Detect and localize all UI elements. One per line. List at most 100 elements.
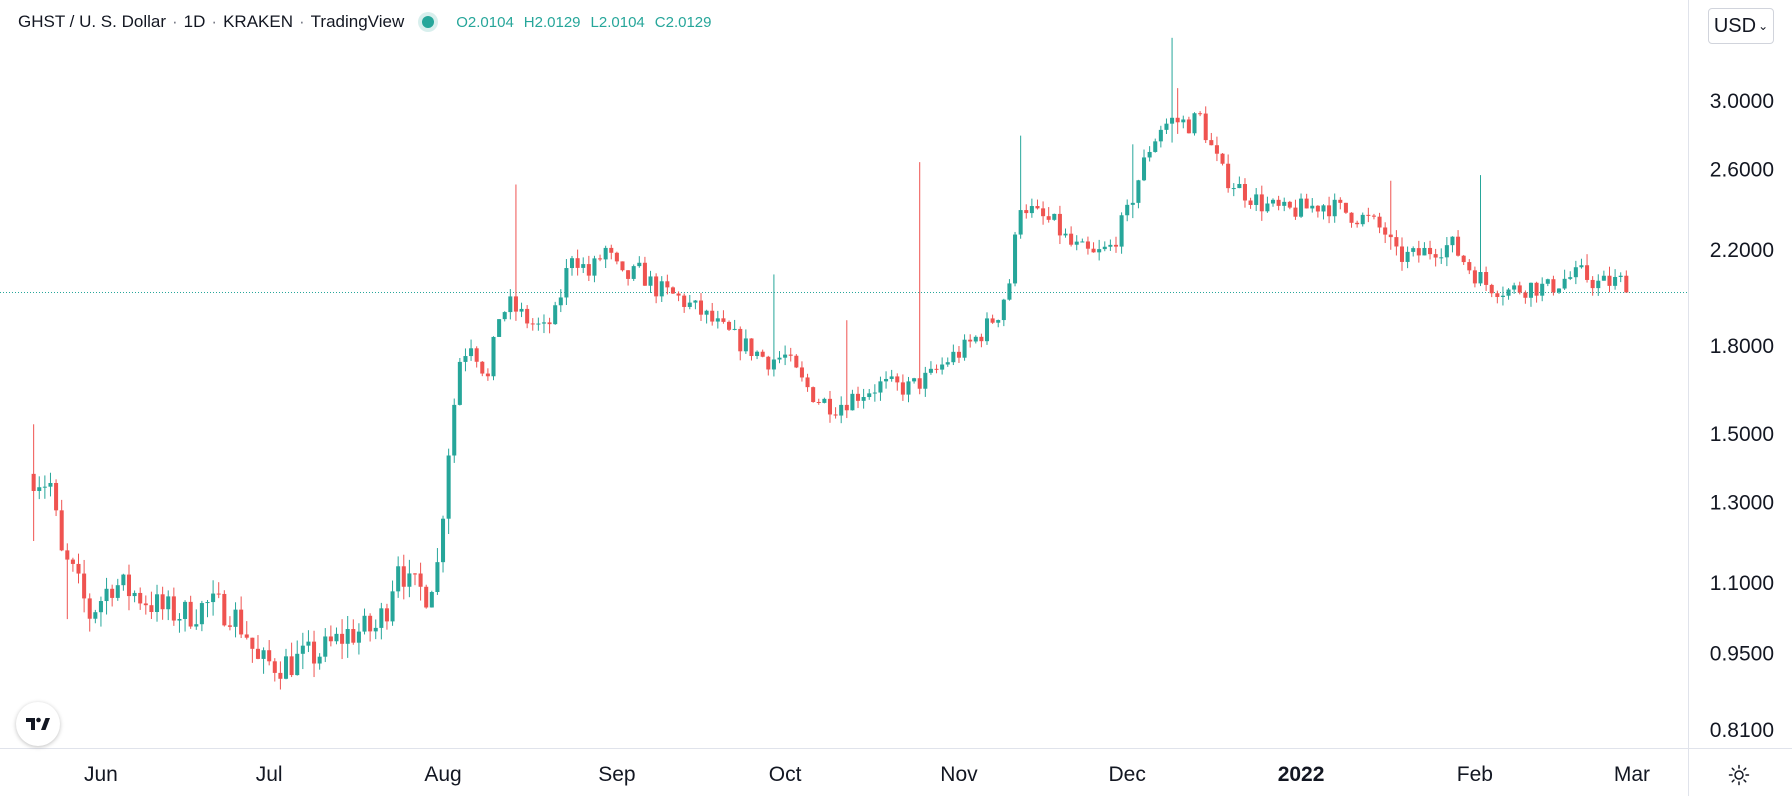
candle-body: [31, 473, 36, 491]
candle-body: [1018, 210, 1023, 235]
candle-body: [244, 634, 249, 638]
candle-body: [1489, 284, 1494, 294]
candle-body: [698, 300, 704, 315]
candle-body: [1175, 117, 1180, 123]
time-tick-label: Sep: [598, 763, 635, 786]
candle-body: [1203, 113, 1208, 141]
candle-body: [569, 258, 575, 269]
ohlc-low: L2.0104: [591, 14, 645, 31]
candle-body: [166, 596, 171, 610]
candle-body: [766, 356, 771, 370]
ohlc-high-label: H: [523, 13, 535, 31]
candle-body: [1108, 244, 1113, 247]
candle-body: [401, 566, 406, 587]
currency-select-button[interactable]: USD ⌄: [1708, 8, 1774, 44]
interval-label[interactable]: 1D: [183, 12, 206, 31]
candle-body: [1573, 267, 1578, 278]
candle-body: [199, 603, 204, 625]
candle-body: [1052, 213, 1057, 220]
candle-body: [889, 376, 894, 379]
candle-body: [1315, 205, 1320, 212]
candle-body: [497, 319, 502, 337]
candle-body: [996, 320, 1001, 323]
candle-body: [1428, 247, 1433, 255]
candle-body: [356, 631, 361, 643]
candle-body: [1467, 262, 1472, 271]
candle-body: [738, 328, 743, 352]
candle-body: [794, 355, 799, 368]
candle-body: [1388, 234, 1393, 238]
candle-body: [155, 594, 160, 613]
time-tick-label: Nov: [940, 763, 978, 786]
symbol-name[interactable]: GHST / U. S. Dollar: [18, 12, 166, 31]
candle-body: [194, 624, 199, 627]
candle-body: [687, 302, 692, 307]
candle-body: [1450, 236, 1455, 246]
candle-body: [979, 336, 984, 342]
candle-body: [581, 264, 586, 268]
candle-body: [98, 601, 103, 613]
candle-body: [1596, 280, 1601, 289]
candle-body: [1579, 265, 1584, 268]
candle-body: [917, 378, 922, 389]
candle-body: [59, 510, 64, 551]
candle-body: [1113, 244, 1119, 247]
candle-body: [323, 636, 328, 657]
candle-body: [132, 592, 137, 597]
separator-dot: ·: [172, 12, 178, 31]
candle-body: [872, 392, 877, 394]
candle-body: [1618, 275, 1623, 277]
candle-body: [407, 573, 412, 587]
candle-body: [827, 398, 832, 415]
settings-sun-icon[interactable]: [1726, 762, 1752, 788]
candle-body: [592, 258, 597, 276]
candle-body: [856, 393, 861, 401]
candle-body: [373, 627, 378, 632]
candle-body: [676, 293, 681, 296]
candle-body: [710, 310, 715, 322]
candle-body: [1293, 207, 1298, 217]
candle-body: [1355, 222, 1360, 225]
ohlc-close: C2.0129: [655, 14, 712, 31]
candle-body: [368, 615, 373, 632]
candle-body: [609, 247, 614, 253]
candle-body: [614, 252, 619, 262]
candle-body: [811, 387, 816, 403]
candle-body: [396, 566, 401, 592]
candle-body: [418, 573, 423, 587]
candle-body: [816, 402, 821, 404]
time-tick-label: Jun: [84, 763, 118, 786]
candle-body: [654, 276, 659, 297]
candle-body: [727, 321, 732, 330]
candle-body: [1551, 279, 1556, 293]
candle-body: [1085, 241, 1090, 249]
candles: [31, 37, 1629, 690]
candle-body: [1226, 163, 1231, 189]
candle-body: [390, 591, 395, 622]
price-tick-label: 1.1000: [1710, 572, 1774, 595]
candle-body: [1074, 241, 1079, 245]
candle-body: [749, 338, 754, 357]
candle-body: [250, 637, 255, 649]
candle-body: [1310, 205, 1315, 209]
candle-body: [1147, 151, 1152, 158]
price-tick-label: 1.3000: [1710, 492, 1774, 515]
ohlc-low-label: L: [590, 13, 599, 31]
candle-body: [76, 563, 81, 574]
candle-body: [1613, 276, 1618, 286]
candle-body: [575, 258, 580, 268]
candle-body: [1383, 227, 1388, 235]
candle-body: [255, 648, 260, 659]
candle-body: [110, 588, 115, 598]
candle-body: [1338, 199, 1343, 203]
candle-body: [1007, 283, 1012, 300]
candle-body: [906, 381, 911, 395]
candle-body: [1411, 248, 1416, 252]
tradingview-logo-icon[interactable]: [16, 702, 60, 746]
candle-body: [519, 308, 524, 312]
candle-body: [530, 323, 535, 325]
candle-body: [721, 318, 726, 322]
candle-body: [1248, 200, 1253, 205]
